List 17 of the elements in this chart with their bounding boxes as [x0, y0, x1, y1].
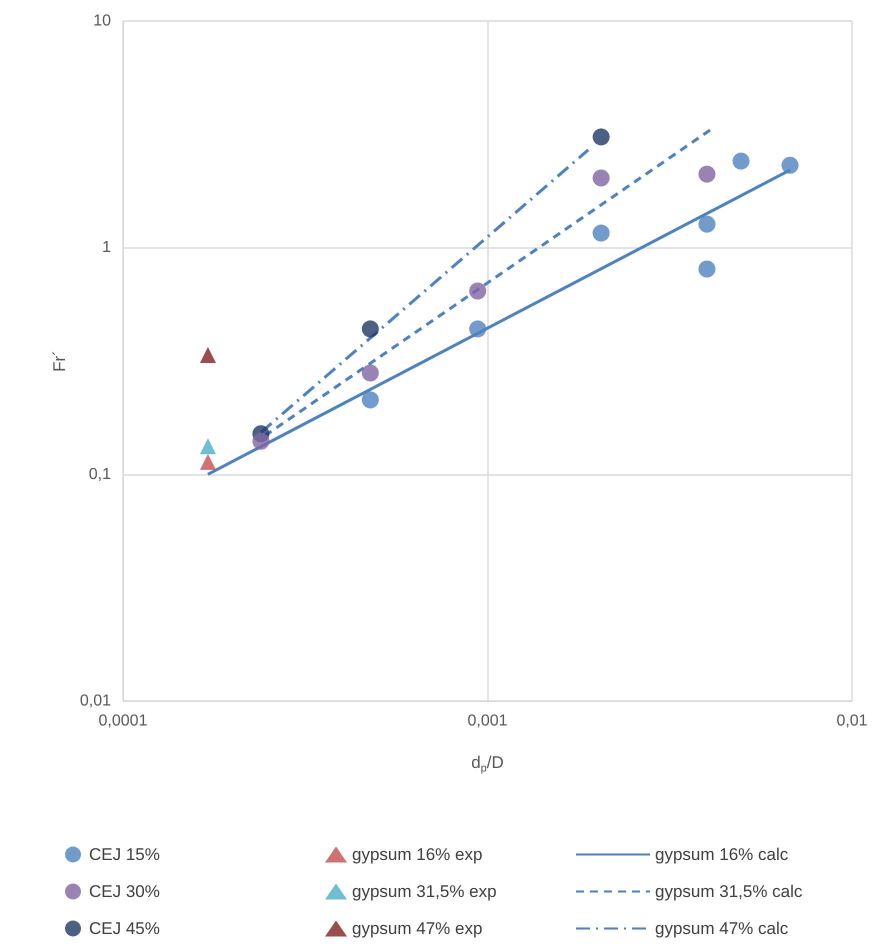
legend-label: CEJ 15%: [89, 845, 160, 864]
x-tick-label: 0,01: [836, 712, 868, 730]
y-tick-label: 0,1: [88, 466, 112, 483]
legend-label: gypsum 31,5% calc: [655, 882, 803, 901]
y-tick-label: 0,01: [80, 692, 112, 710]
y-tick-label: 1: [102, 239, 112, 256]
y-axis-title: Fr´: [50, 350, 69, 372]
legend-label: CEJ 45%: [89, 919, 160, 938]
legend-label: gypsum 47% exp: [352, 919, 482, 938]
y-tick-label: 10: [93, 12, 112, 30]
legend-label: gypsum 16% exp: [352, 845, 482, 864]
legend-label: gypsum 31,5% exp: [352, 882, 497, 901]
x-tick-label: 0,001: [467, 712, 508, 730]
legend-label: gypsum 47% calc: [655, 919, 789, 938]
x-tick-label: 0,0001: [98, 712, 148, 730]
legend-label: gypsum 16% calc: [655, 845, 789, 864]
legend-label: CEJ 30%: [89, 882, 160, 901]
